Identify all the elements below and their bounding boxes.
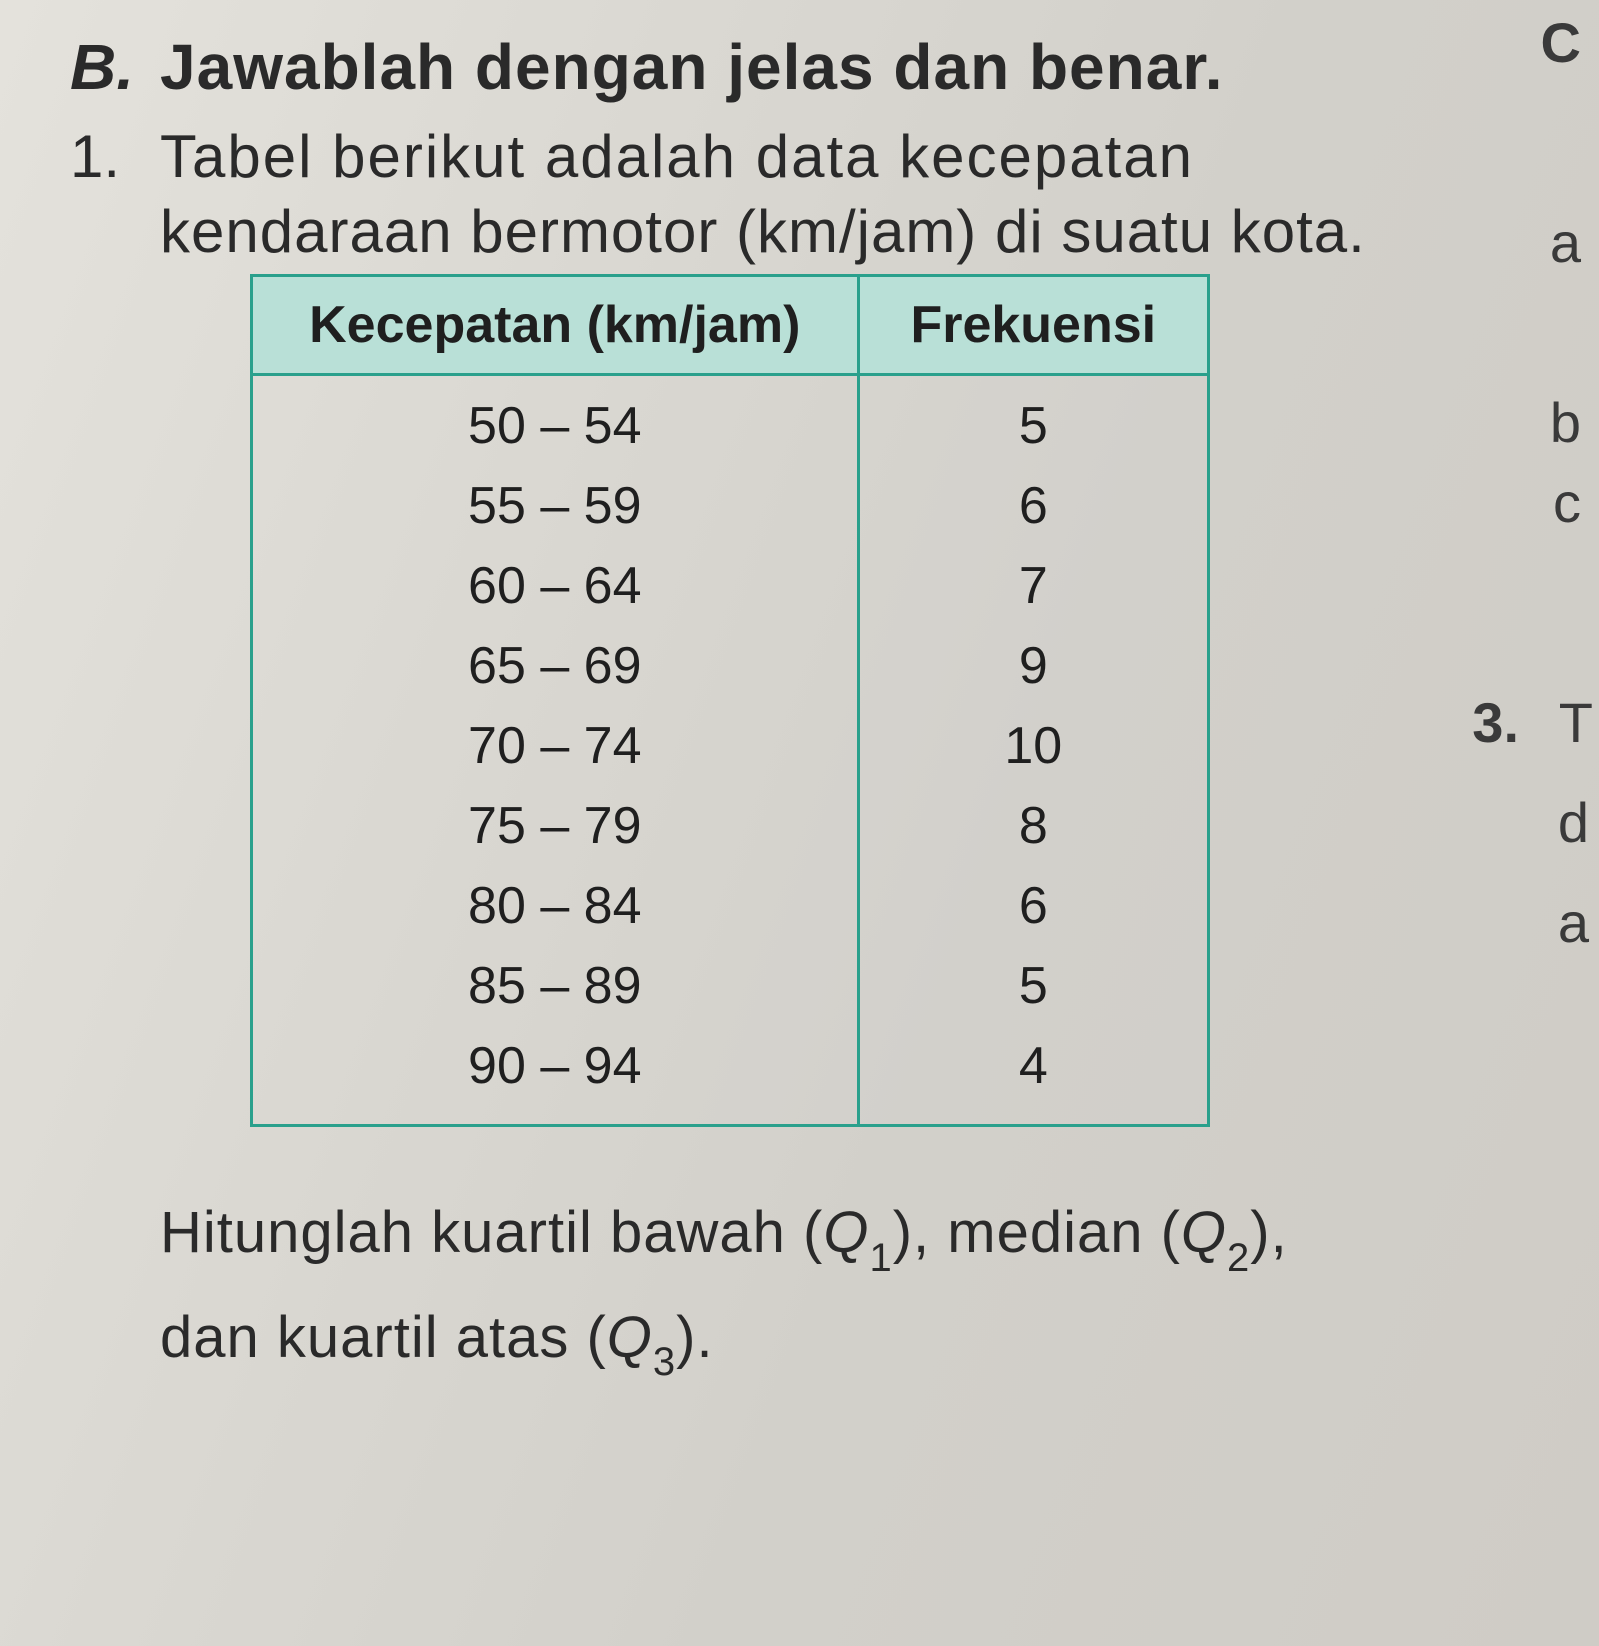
section-letter: B. [70, 30, 160, 104]
edge-fragment-c-top: C [1541, 10, 1581, 75]
cell-speed: 75 – 79 [252, 786, 859, 866]
q-symbol: Q [823, 1200, 869, 1265]
frequency-table: Kecepatan (km/jam) Frekuensi 50 – 54 5 5… [250, 274, 1210, 1127]
edge-fragment-c: c [1553, 470, 1581, 535]
instruction: Hitunglah kuartil bawah (Q1), median (Q2… [160, 1182, 1559, 1391]
cell-speed: 55 – 59 [252, 466, 859, 546]
col-header-speed: Kecepatan (km/jam) [252, 276, 859, 375]
question-text-2: kendaraan bermotor (km/jam) di suatu kot… [160, 197, 1559, 266]
cell-freq: 6 [858, 866, 1208, 946]
instr-text: ), median ( [893, 1200, 1181, 1265]
q-sub-1: 1 [869, 1236, 892, 1280]
cell-speed: 90 – 94 [252, 1026, 859, 1126]
edge-fragment-a: a [1550, 210, 1581, 275]
col-header-freq: Frekuensi [858, 276, 1208, 375]
question-text-1: Tabel berikut adalah data kecepatan [160, 122, 1194, 191]
cell-speed: 85 – 89 [252, 946, 859, 1026]
edge-fragment-3: 3. [1472, 690, 1519, 755]
edge-fragment-e: a [1558, 890, 1589, 955]
cell-speed: 50 – 54 [252, 375, 859, 467]
cell-speed: 80 – 84 [252, 866, 859, 946]
table-row: 80 – 84 6 [252, 866, 1209, 946]
cell-speed: 65 – 69 [252, 626, 859, 706]
cell-freq: 8 [858, 786, 1208, 866]
q-sub-3: 3 [653, 1340, 676, 1384]
table-row: 55 – 59 6 [252, 466, 1209, 546]
section-header: B. Jawablah dengan jelas dan benar. [70, 30, 1559, 104]
page: { "section": { "letter": "B.", "title": … [0, 0, 1599, 1646]
cell-freq: 5 [858, 946, 1208, 1026]
edge-fragment-b: b [1550, 390, 1581, 455]
cell-freq: 10 [858, 706, 1208, 786]
instr-text: ), [1250, 1200, 1287, 1265]
edge-fragment-t: T [1559, 690, 1593, 755]
q-symbol: Q [1181, 1200, 1227, 1265]
instr-text: ). [676, 1305, 713, 1370]
edge-fragment-d: d [1558, 790, 1589, 855]
question-line-1: 1. Tabel berikut adalah data kecepatan [70, 122, 1559, 191]
table-row: 75 – 79 8 [252, 786, 1209, 866]
q-sub-2: 2 [1227, 1236, 1250, 1280]
table-header-row: Kecepatan (km/jam) Frekuensi [252, 276, 1209, 375]
cell-freq: 7 [858, 546, 1208, 626]
cell-freq: 5 [858, 375, 1208, 467]
cell-freq: 4 [858, 1026, 1208, 1126]
table-row: 50 – 54 5 [252, 375, 1209, 467]
table-row: 85 – 89 5 [252, 946, 1209, 1026]
instr-text: Hitunglah kuartil bawah ( [160, 1200, 823, 1265]
q-symbol: Q [607, 1305, 653, 1370]
cell-freq: 9 [858, 626, 1208, 706]
cell-freq: 6 [858, 466, 1208, 546]
frequency-table-wrap: Kecepatan (km/jam) Frekuensi 50 – 54 5 5… [250, 274, 1559, 1127]
cell-speed: 70 – 74 [252, 706, 859, 786]
table-row: 65 – 69 9 [252, 626, 1209, 706]
table-row: 70 – 74 10 [252, 706, 1209, 786]
cell-speed: 60 – 64 [252, 546, 859, 626]
instr-text: dan kuartil atas ( [160, 1305, 607, 1370]
table-row: 60 – 64 7 [252, 546, 1209, 626]
question-number: 1. [70, 122, 160, 191]
table-row: 90 – 94 4 [252, 1026, 1209, 1126]
section-title: Jawablah dengan jelas dan benar. [160, 30, 1223, 104]
